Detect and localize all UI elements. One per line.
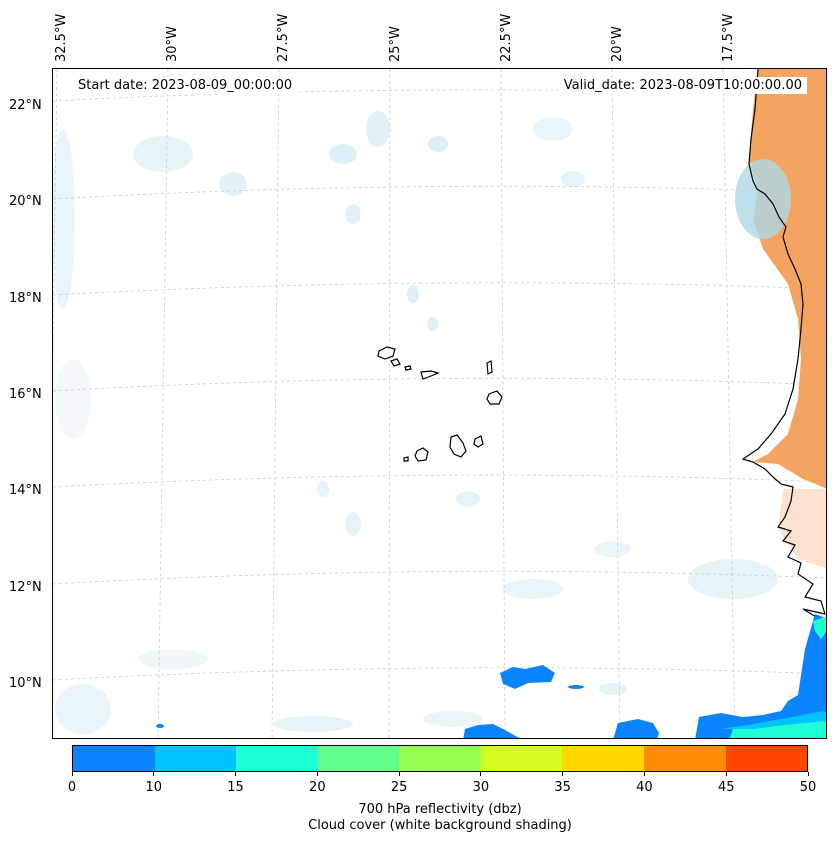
colorbar-tick-label-5: 30 [472,780,490,795]
colorbar-segment-7 [643,746,726,771]
lon-label-27-5w: 27.5°W [276,13,291,62]
colorbar-segment-5 [480,746,563,771]
colorbar-tick-label-0: 0 [67,780,77,795]
colorbar-segment-4 [399,746,481,771]
colorbar-tick-label-1: 10 [145,780,163,795]
lon-label-17-5w: 17.5°W [721,13,736,62]
colorbar-segment-1 [154,746,237,771]
gridlines [53,69,826,738]
colorbar-label-reflectivity: 700 hPa reflectivity (dbz) [358,802,522,817]
start-date-label: Start date: 2023-08-09_00:00:00 [73,77,298,94]
colorbar-tick-0 [71,772,73,776]
colorbar-tick-label-6: 35 [554,780,571,795]
lat-label-16n: 16°N [9,387,42,402]
lon-label-25w: 25°W [388,26,403,62]
colorbar-tick-4 [398,772,400,776]
lat-label-18n: 18°N [9,291,42,306]
colorbar-tick-1 [153,772,155,776]
africa-coastline [741,69,826,624]
colorbar-tick-6 [562,772,564,776]
lon-label-22-5w: 22.5°W [499,13,514,62]
lat-label-22n: 22°N [9,98,42,113]
colorbar-tick-5 [480,772,482,776]
reflectivity-colorbar [72,745,808,772]
colorbar-segment-3 [317,746,400,771]
lat-label-12n: 12°N [9,580,42,595]
colorbar-tick-label-4: 25 [390,780,408,795]
lon-label-30w: 30°W [165,26,180,62]
cloud-cover-shading [53,111,778,734]
lon-label-32-5w: 32.5°W [54,13,69,62]
valid-date-label: Valid_date: 2023-08-09T10:00:00.00 [558,77,807,94]
colorbar-tick-3 [316,772,318,776]
colorbar-tick-label-8: 45 [717,780,735,795]
lat-label-10n: 10°N [9,676,42,691]
colorbar-segment-8 [725,746,808,771]
colorbar-tick-label-3: 20 [309,780,326,795]
map-canvas [53,69,826,738]
cape-verde-islands [377,346,503,462]
reflectivity-patches [156,614,826,738]
colorbar-tick-label-7: 40 [636,780,653,795]
map-panel: Start date: 2023-08-09_00:00:00 Valid_da… [52,68,827,739]
colorbar-segment-0 [73,746,155,771]
lat-label-14n: 14°N [9,483,42,498]
colorbar-tick-8 [725,772,727,776]
lon-label-20w: 20°W [610,26,625,62]
colorbar-tick-label-2: 15 [227,780,244,795]
colorbar-segment-6 [562,746,644,771]
land-shading-africa [735,69,826,569]
colorbar-tick-7 [643,772,645,776]
colorbar-segment-2 [236,746,318,771]
colorbar-label-cloud-cover: Cloud cover (white background shading) [308,818,572,833]
colorbar-tick-9 [807,772,809,776]
colorbar-tick-label-9: 50 [799,780,817,795]
lat-label-20n: 20°N [9,194,42,209]
colorbar-tick-2 [235,772,237,776]
